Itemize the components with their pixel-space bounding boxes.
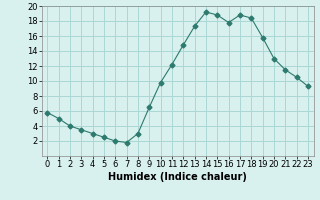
X-axis label: Humidex (Indice chaleur): Humidex (Indice chaleur) [108, 172, 247, 182]
